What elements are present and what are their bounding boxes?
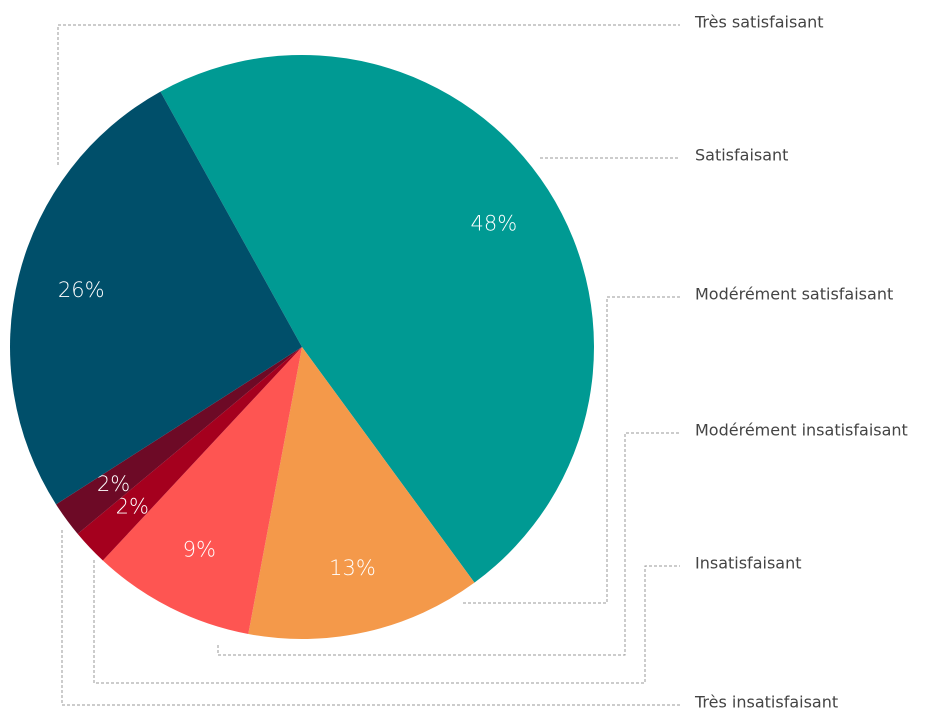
legend-label: Très insatisfaisant	[694, 693, 838, 711]
leader-line	[57, 24, 680, 165]
legend-label: Satisfaisant	[695, 146, 788, 165]
leader-lines	[57, 24, 680, 706]
value-label: 13%	[329, 556, 376, 580]
legend-label: Modérément insatisfaisant	[695, 421, 908, 440]
pie-slice	[160, 55, 594, 583]
pie-slice	[56, 347, 302, 534]
pie-slice	[9, 91, 303, 505]
leader-line	[463, 296, 680, 604]
value-label: 48%	[471, 211, 518, 235]
legend-label: Modérément satisfaisant	[695, 285, 893, 304]
legend-label: Très satisfaisant	[694, 13, 824, 32]
value-label: 2%	[116, 495, 149, 519]
pie-slice	[77, 347, 302, 561]
value-label: 9%	[183, 537, 216, 561]
pie-slice	[248, 347, 475, 639]
value-label: 26%	[58, 278, 105, 302]
legend-label: Insatisfaisant	[695, 554, 802, 573]
leader-line	[93, 560, 680, 684]
pie-slice	[102, 347, 302, 635]
value-label: 2%	[97, 472, 130, 496]
leader-line	[217, 432, 680, 656]
leader-line	[61, 530, 680, 706]
